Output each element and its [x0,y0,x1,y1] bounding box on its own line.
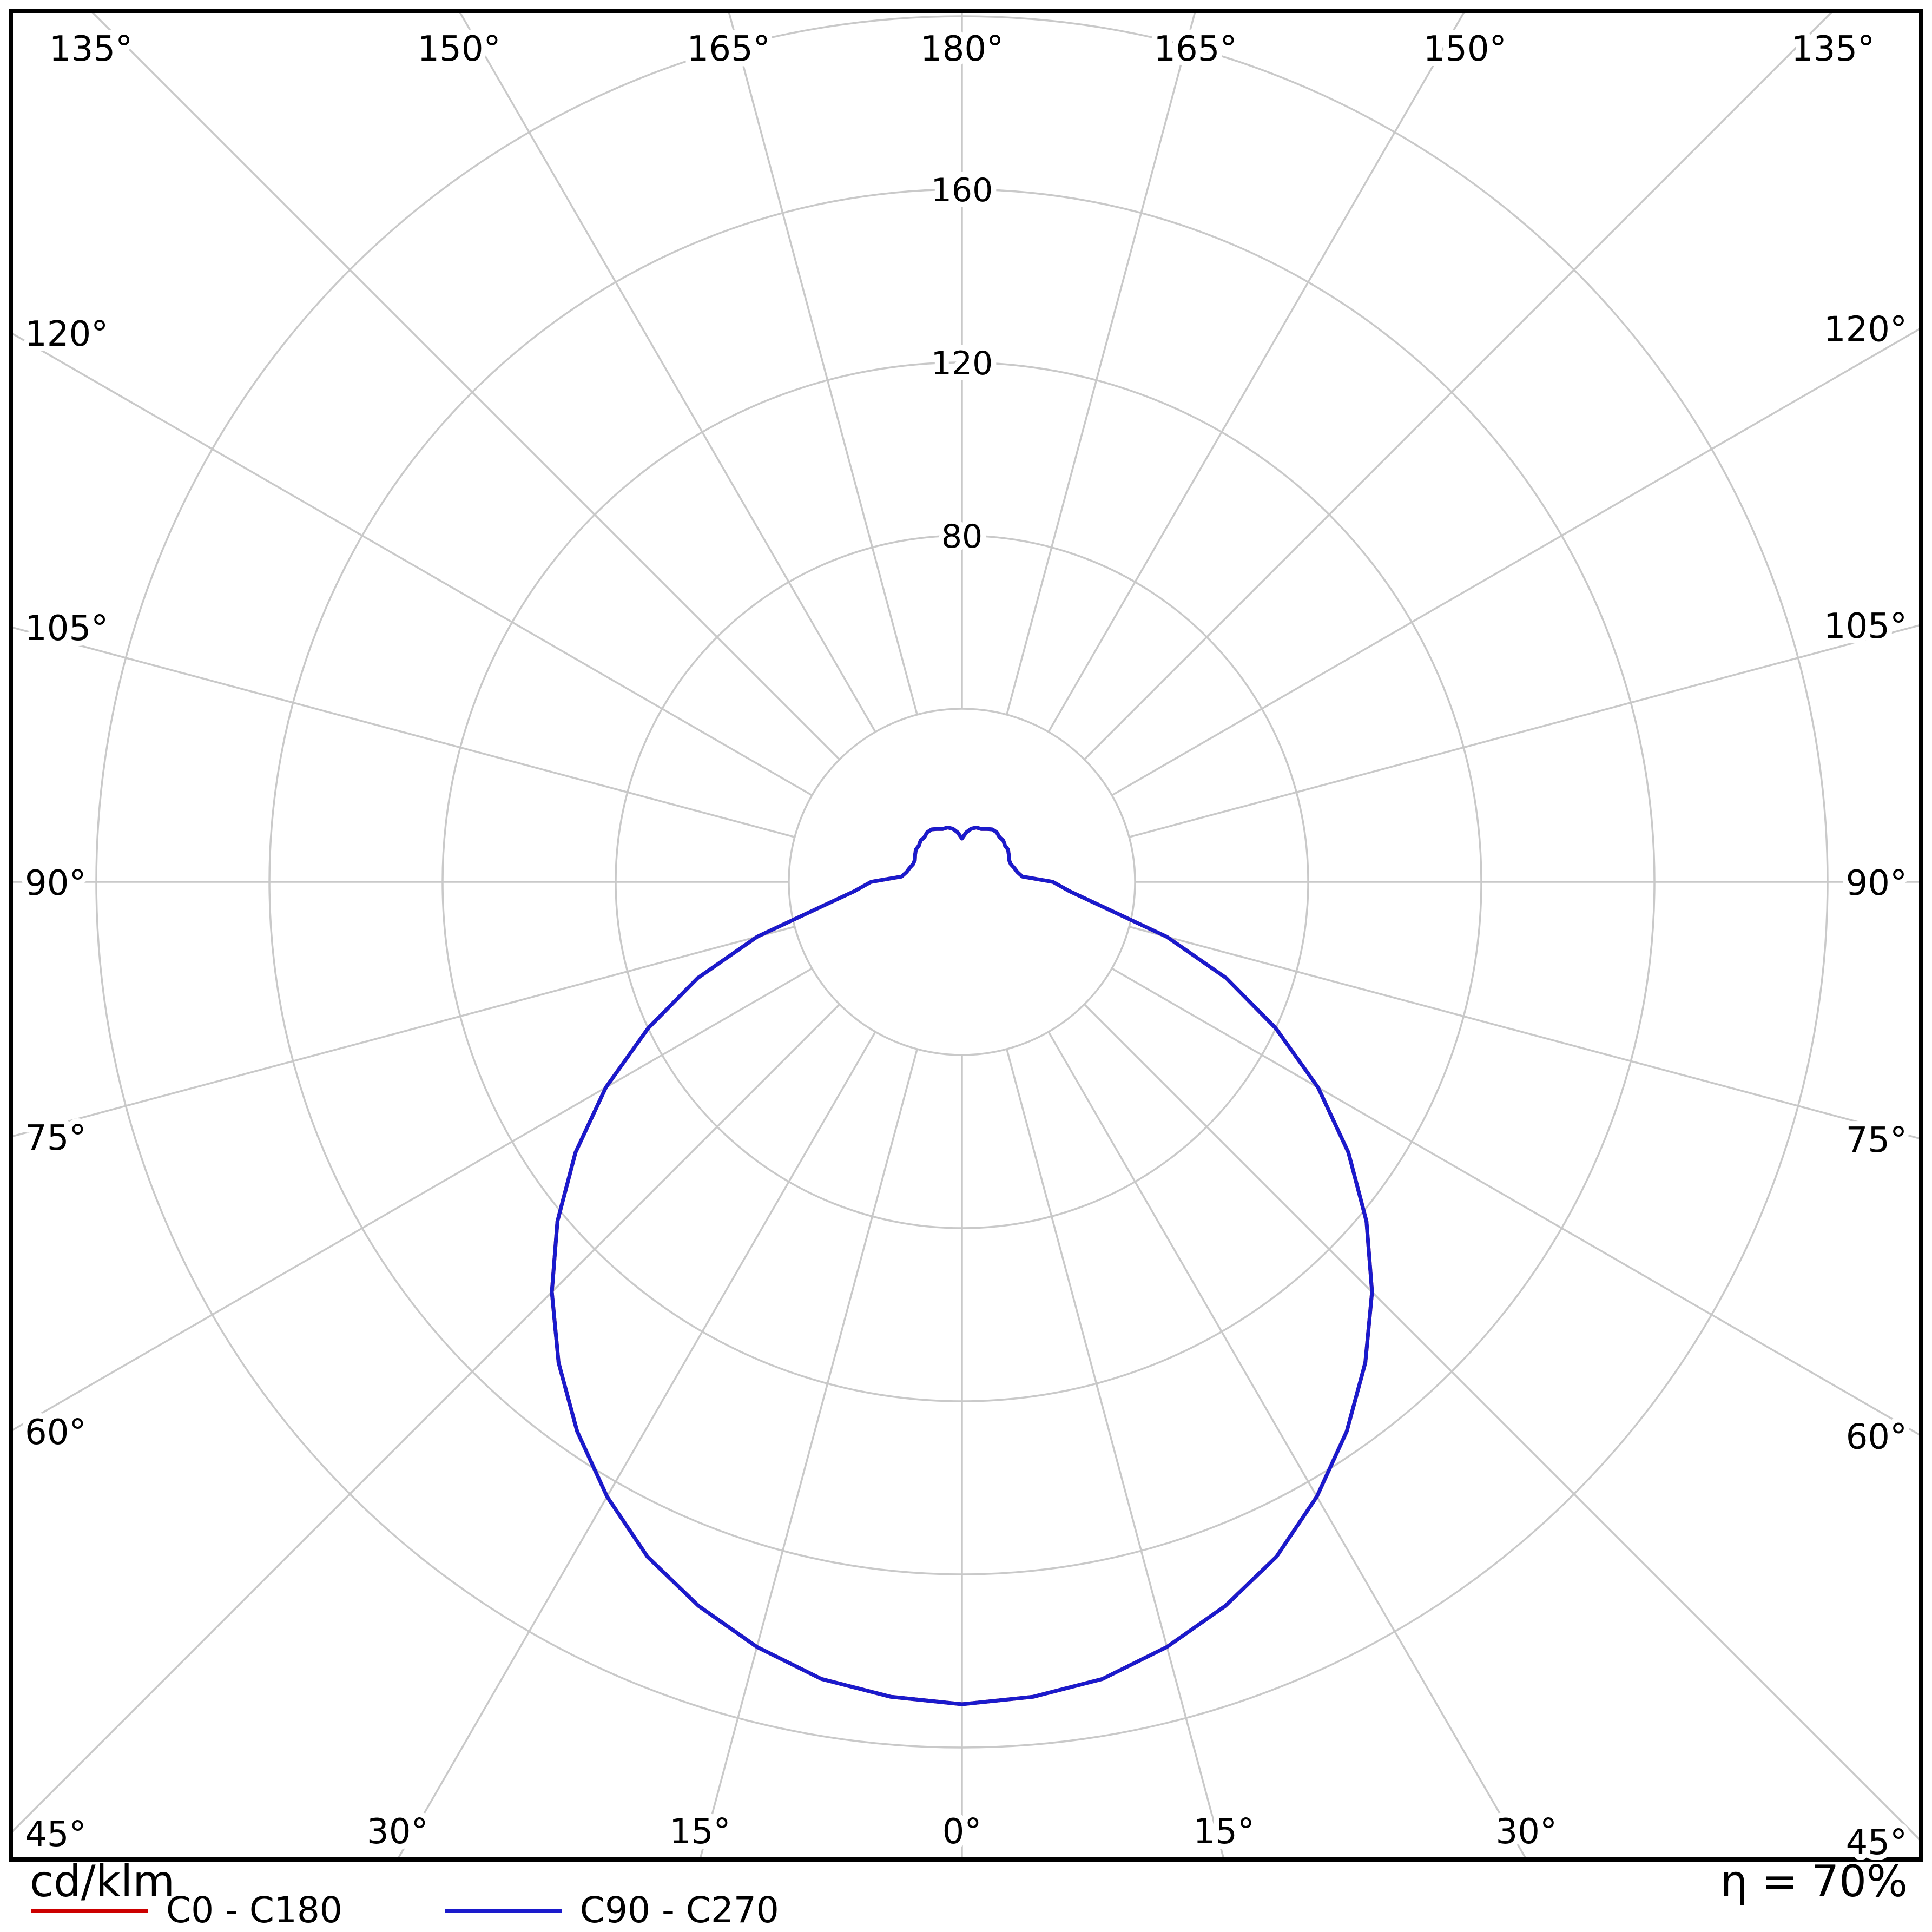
grid-ray [1006,1049,1225,1860]
grid-ray [1111,967,1921,1437]
angle-tick-label: 30° [1496,1812,1557,1852]
radial-tick-label: 120 [931,345,993,383]
grid-ray [1084,1004,1921,1843]
unit-label: cd/klm [30,1856,175,1907]
grid-ray [1047,11,1466,733]
angle-tick-label: 75° [25,1118,86,1158]
grid-ray [11,1004,840,1835]
grid-ray [699,1049,918,1860]
grid-ray [11,926,795,1138]
legend-label-c90-c270: C90 - C270 [579,1889,779,1931]
legend-swatch-c0-c180 [31,1908,148,1913]
efficiency-label: η = 70% [1720,1856,1908,1907]
angle-tick-label: 120° [1824,309,1907,350]
radial-tick-label: 160 [931,172,993,209]
angle-tick-label: 0° [942,1812,982,1852]
angle-tick-label: 30° [367,1812,428,1852]
grid-ray [11,331,813,796]
angle-tick-label: 150° [417,29,500,69]
angle-tick-label: 15° [1193,1812,1254,1852]
angle-tick-label: 120° [25,314,108,354]
grid-ray [1084,11,1835,760]
angle-tick-label: 90° [25,863,86,904]
angle-tick-labels: 0° 15° 15° 30° 30° 45° 45° 60° 60° 75° 75° 90° 90° 10… [19,24,1913,1868]
grid-ray [1047,1031,1528,1860]
angle-tick-label: 90° [1846,863,1907,904]
curve-c90-c270 [550,826,1374,1706]
legend-label-c0-c180: C0 - C180 [166,1889,342,1931]
angle-tick-label: 75° [1846,1120,1907,1160]
legend-swatch-c90-c270 [445,1908,562,1913]
grid-ray [458,11,876,733]
grid-ray [11,626,795,838]
radial-tick-labels: 80 120 160 [926,166,999,561]
angle-tick-label: 60° [25,1413,86,1453]
angle-tick-label: 165° [687,29,770,69]
grid-ray [1129,624,1921,838]
grid-ray [89,11,840,760]
angle-tick-label: 15° [669,1812,730,1852]
angle-tick-label: 105° [1824,606,1907,647]
angle-tick-label: 165° [1153,29,1237,69]
legend: C0 - C180 C90 - C270 [31,1893,779,1928]
grid-ray [727,11,918,715]
chart-frame [9,9,1923,1862]
grid-ray [1006,11,1197,715]
angle-tick-label: 105° [25,609,108,649]
angle-tick-label: 60° [1846,1417,1907,1458]
radial-tick-label: 80 [941,518,983,556]
angle-tick-label: 150° [1423,29,1506,69]
angle-tick-label: 135° [1791,29,1875,69]
angle-tick-label: 45° [25,1815,86,1855]
grid-ray [11,967,813,1433]
grid-ray [1111,327,1921,796]
angle-tick-label: 180° [920,29,1004,69]
grid-ray [1129,926,1921,1140]
angle-tick-label: 135° [49,29,133,69]
grid-ray [396,1031,876,1860]
angle-tick-label: 45° [1846,1823,1907,1863]
